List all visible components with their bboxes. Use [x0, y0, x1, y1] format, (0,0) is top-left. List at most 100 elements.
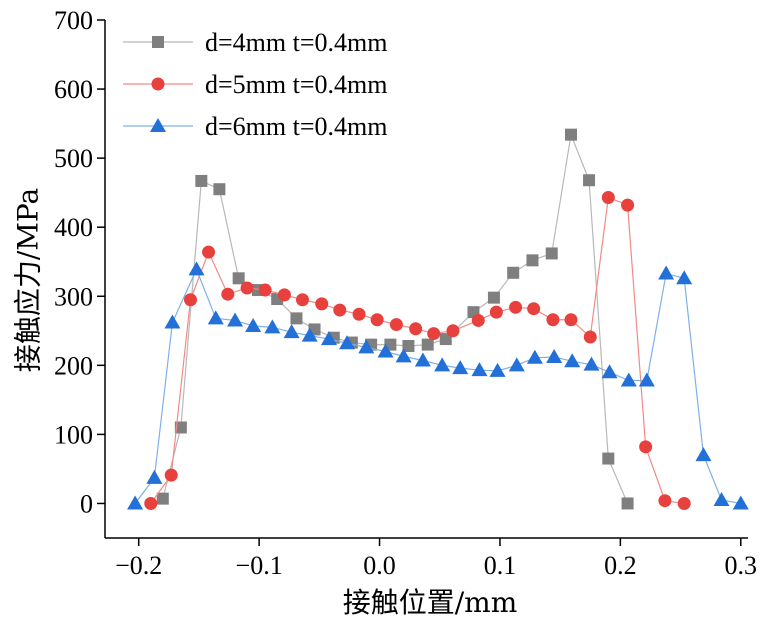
- marker: [258, 283, 272, 297]
- marker: [621, 198, 635, 212]
- y-tick-label: 400: [54, 213, 93, 242]
- legend-label: d=5mm t=0.4mm: [205, 70, 387, 99]
- marker: [546, 313, 560, 327]
- y-tick-label: 500: [54, 144, 93, 173]
- marker: [677, 496, 691, 510]
- marker: [601, 191, 615, 205]
- marker: [583, 330, 597, 344]
- marker: [446, 324, 460, 338]
- marker: [213, 183, 226, 196]
- marker: [333, 303, 347, 317]
- marker: [152, 36, 164, 48]
- marker: [232, 272, 245, 285]
- marker: [421, 338, 434, 351]
- marker: [144, 496, 158, 510]
- marker: [339, 335, 356, 350]
- y-tick-label: 600: [54, 75, 93, 104]
- marker: [638, 372, 655, 387]
- marker: [352, 307, 366, 321]
- y-tick-label: 300: [54, 282, 93, 311]
- marker: [301, 327, 318, 342]
- marker: [183, 293, 197, 307]
- legend-label: d=4mm t=0.4mm: [205, 28, 387, 57]
- y-axis-title: 接触应力/MPa: [12, 188, 45, 372]
- marker: [658, 265, 675, 280]
- marker: [195, 174, 208, 187]
- x-tick-label: 0.0: [363, 551, 396, 580]
- marker: [439, 333, 452, 346]
- marker: [164, 468, 178, 482]
- x-tick-label: −0.2: [115, 551, 162, 580]
- marker: [207, 310, 224, 325]
- marker: [526, 349, 543, 364]
- marker: [150, 118, 166, 132]
- y-tick-label: 200: [54, 351, 93, 380]
- marker: [414, 352, 431, 367]
- marker: [602, 452, 615, 465]
- x-axis-title: 接触位置/mm: [343, 586, 518, 619]
- marker: [127, 495, 144, 510]
- marker: [409, 322, 423, 336]
- marker: [156, 492, 169, 505]
- marker: [732, 495, 749, 510]
- marker: [621, 497, 634, 510]
- marker: [487, 291, 500, 304]
- marker: [489, 362, 506, 377]
- x-tick-label: −0.1: [236, 551, 283, 580]
- marker: [174, 421, 187, 434]
- marker: [471, 313, 485, 327]
- marker: [434, 357, 451, 372]
- marker: [508, 357, 525, 372]
- marker: [277, 288, 291, 302]
- marker: [545, 247, 558, 260]
- marker: [452, 360, 469, 375]
- y-tick-label: 100: [54, 420, 93, 449]
- marker: [370, 313, 384, 327]
- marker: [402, 339, 415, 352]
- marker: [527, 302, 541, 316]
- marker: [395, 348, 412, 363]
- marker: [713, 492, 730, 507]
- marker: [564, 128, 577, 141]
- marker: [564, 313, 578, 327]
- y-tick-label: 0: [80, 489, 93, 518]
- marker: [427, 327, 441, 341]
- marker: [526, 254, 539, 267]
- marker: [620, 372, 637, 387]
- marker: [695, 447, 712, 462]
- marker: [245, 317, 262, 332]
- marker: [583, 356, 600, 371]
- marker: [227, 312, 244, 327]
- marker: [377, 343, 394, 358]
- marker: [146, 469, 163, 484]
- marker: [202, 245, 216, 259]
- x-tick-label: 0.3: [725, 551, 758, 580]
- marker: [295, 293, 309, 307]
- marker: [151, 77, 165, 91]
- y-tick-label: 700: [54, 6, 93, 35]
- marker: [221, 287, 235, 301]
- marker: [639, 440, 653, 454]
- marker: [283, 324, 300, 339]
- marker: [358, 339, 375, 354]
- marker: [509, 300, 523, 314]
- marker: [546, 349, 563, 364]
- marker: [320, 331, 337, 346]
- marker: [564, 353, 581, 368]
- legend-label: d=6mm t=0.4mm: [205, 112, 387, 141]
- marker: [583, 174, 596, 187]
- marker: [389, 318, 403, 332]
- marker: [264, 319, 281, 334]
- marker: [507, 266, 520, 279]
- marker: [188, 261, 205, 276]
- x-tick-label: 0.1: [484, 551, 517, 580]
- x-tick-label: 0.2: [604, 551, 637, 580]
- marker: [676, 270, 693, 285]
- marker: [601, 364, 618, 379]
- marker: [471, 362, 488, 377]
- marker: [315, 297, 329, 311]
- marker: [240, 281, 254, 295]
- marker: [290, 312, 303, 325]
- marker: [164, 314, 181, 329]
